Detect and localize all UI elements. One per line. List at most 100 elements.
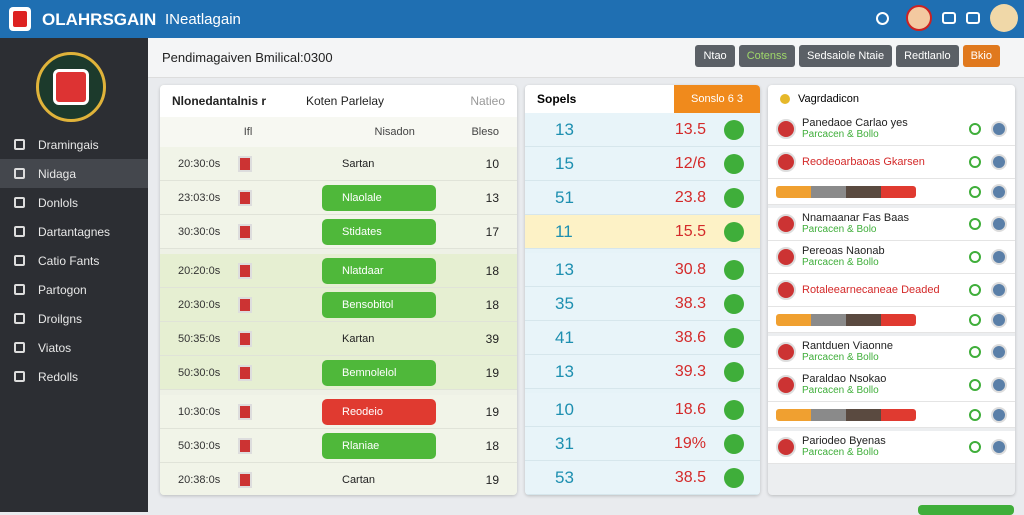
check[interactable] bbox=[724, 221, 744, 242]
menu-item[interactable]: Partogon bbox=[0, 275, 148, 304]
tab[interactable]: INeatlagain bbox=[165, 11, 241, 28]
avatar[interactable] bbox=[906, 5, 932, 31]
menu-item[interactable]: Redolls bbox=[0, 362, 148, 391]
odds-left: 11 bbox=[555, 221, 573, 241]
logo bbox=[36, 52, 106, 122]
match-row[interactable]: 20:20:0s Nlatdaar 18 bbox=[160, 254, 517, 288]
odds-row[interactable]: 10 18.6 bbox=[525, 393, 760, 427]
icon[interactable] bbox=[876, 12, 889, 25]
check[interactable] bbox=[724, 119, 744, 140]
team-name: Sartan bbox=[342, 157, 375, 170]
match-row[interactable]: 30:30:0s Stidates 17 bbox=[160, 215, 517, 249]
menu-item[interactable]: Droilgns bbox=[0, 304, 148, 333]
toolbar-button[interactable]: Cotenss bbox=[738, 45, 796, 67]
icon[interactable] bbox=[942, 12, 956, 24]
odds-row[interactable]: 13 30.8 bbox=[525, 253, 760, 287]
news-text: Paraldao Nsokao Parcacen & Bollo bbox=[802, 373, 969, 397]
team-name: Rlaniae bbox=[342, 439, 380, 452]
avatar bbox=[991, 439, 1007, 455]
match-row[interactable]: 23:03:0s Nlaolale 13 bbox=[160, 181, 517, 215]
match-row[interactable]: 20:30:0s Sartan 10 bbox=[160, 147, 517, 181]
check[interactable] bbox=[724, 433, 744, 454]
status-icon bbox=[969, 123, 981, 135]
toolbar-button[interactable]: Ntao bbox=[695, 45, 735, 67]
check[interactable] bbox=[724, 293, 744, 314]
menu-icon bbox=[14, 313, 25, 324]
odds-left: 31 bbox=[555, 433, 574, 453]
news-title: Pariodeo Byenas bbox=[802, 435, 886, 447]
menu-item[interactable]: Catio Fants bbox=[0, 246, 148, 275]
progress-bar bbox=[776, 185, 916, 198]
odds-row[interactable]: 35 38.3 bbox=[525, 287, 760, 321]
menu-label: Nidaga bbox=[38, 166, 77, 181]
news-logo bbox=[776, 342, 796, 362]
toolbar-button[interactable]: Sedsaiole Ntaie bbox=[799, 45, 893, 67]
news-item[interactable]: Rotaleearnecaneae Deaded bbox=[768, 274, 1015, 307]
match-row[interactable]: 50:30:0s Bemnolelol 19 bbox=[160, 356, 517, 390]
odds-row[interactable]: 13 13.5 bbox=[525, 113, 760, 147]
match-row[interactable]: 50:35:0s Kartan 39 bbox=[160, 322, 517, 356]
odds-right: 23.8 bbox=[674, 188, 706, 206]
odds-row[interactable]: 31 19% bbox=[525, 427, 760, 461]
avatar bbox=[991, 121, 1007, 137]
icon[interactable] bbox=[966, 12, 980, 24]
match-row[interactable]: 10:30:0s Reodeio 19 bbox=[160, 395, 517, 429]
match-score: 18 bbox=[485, 263, 499, 278]
avatar bbox=[991, 377, 1007, 393]
odds-left: 53 bbox=[555, 467, 574, 487]
action-button[interactable] bbox=[918, 505, 1014, 515]
news-item[interactable]: Panedaoe Carlao yes Parcacen & Bollo bbox=[768, 113, 1015, 146]
toolbar-button[interactable]: Redtlanlo bbox=[896, 45, 959, 67]
odds-left: 15 bbox=[555, 153, 574, 173]
news-item[interactable]: Pariodeo Byenas Parcacen & Bollo bbox=[768, 431, 1015, 464]
avatar bbox=[991, 249, 1007, 265]
check[interactable] bbox=[724, 259, 744, 280]
odds-row[interactable]: 15 12/6 bbox=[525, 147, 760, 181]
team-name: Cartan bbox=[342, 473, 376, 486]
team-flag bbox=[238, 330, 252, 347]
check[interactable] bbox=[724, 187, 744, 208]
odds-row[interactable]: 53 38.5 bbox=[525, 461, 760, 495]
odds-row[interactable]: 51 23.8 bbox=[525, 181, 760, 215]
match-time: 20:30:0s bbox=[178, 157, 221, 170]
news-item[interactable]: Nnamaanar Fas Baas Parcacen & Bolo bbox=[768, 208, 1015, 241]
odds-row[interactable]: 13 39.3 bbox=[525, 355, 760, 389]
news-item[interactable]: Rantduen Viaonne Parcacen & Bollo bbox=[768, 336, 1015, 369]
menu-item[interactable]: Donlols bbox=[0, 188, 148, 217]
menu-item[interactable]: Dramingais bbox=[0, 130, 148, 159]
bar-segment bbox=[811, 408, 846, 421]
news-item[interactable]: Reodeoarbaoas Gkarsen bbox=[768, 146, 1015, 179]
odds-right: 19% bbox=[673, 434, 706, 452]
avatar bbox=[991, 282, 1007, 298]
panel-header: Sopels Sonslo 6 3 bbox=[525, 85, 760, 113]
menu-item[interactable]: Viatos bbox=[0, 333, 148, 362]
news-title: Nnamaanar Fas Baas bbox=[802, 212, 909, 224]
avatar[interactable] bbox=[990, 4, 1018, 32]
check[interactable] bbox=[724, 399, 744, 420]
team-pill: Sartan bbox=[322, 151, 436, 177]
odds-left: 13 bbox=[555, 119, 574, 139]
odds-right: 15.5 bbox=[674, 222, 706, 240]
check[interactable] bbox=[724, 153, 744, 174]
team-pill: Reodeio bbox=[322, 398, 436, 425]
match-row[interactable]: 20:30:0s Bensobitol 18 bbox=[160, 288, 517, 322]
menu-icon bbox=[14, 342, 25, 353]
menu-item[interactable]: Nidaga bbox=[0, 159, 148, 188]
check[interactable] bbox=[724, 467, 744, 488]
toolbar-button[interactable]: Bkio bbox=[962, 45, 1000, 67]
match-time: 10:30:0s bbox=[178, 405, 221, 418]
check[interactable] bbox=[724, 361, 744, 382]
odds-row[interactable]: 11 15.5 bbox=[525, 215, 760, 249]
odds-row[interactable]: 41 38.6 bbox=[525, 321, 760, 355]
menu-icon bbox=[14, 168, 25, 179]
menu-label: Dramingais bbox=[38, 137, 99, 152]
match-row[interactable]: 20:38:0s Cartan 19 bbox=[160, 463, 517, 495]
news-item[interactable]: Paraldao Nsokao Parcacen & Bollo bbox=[768, 369, 1015, 402]
menu-item[interactable]: Dartantagnes bbox=[0, 217, 148, 246]
odds-panel: Sopels Sonslo 6 3 13 13.5 15 12/6 51 23.8 11 15.5… bbox=[525, 85, 760, 495]
check[interactable] bbox=[724, 327, 744, 348]
match-row[interactable]: 50:30:0s Rlaniae 18 bbox=[160, 429, 517, 463]
news-sub: Parcacen & Bollo bbox=[802, 352, 879, 363]
news-item[interactable]: Pereoas Naonab Parcacen & Bollo bbox=[768, 241, 1015, 274]
menu-label: Dartantagnes bbox=[38, 224, 111, 239]
